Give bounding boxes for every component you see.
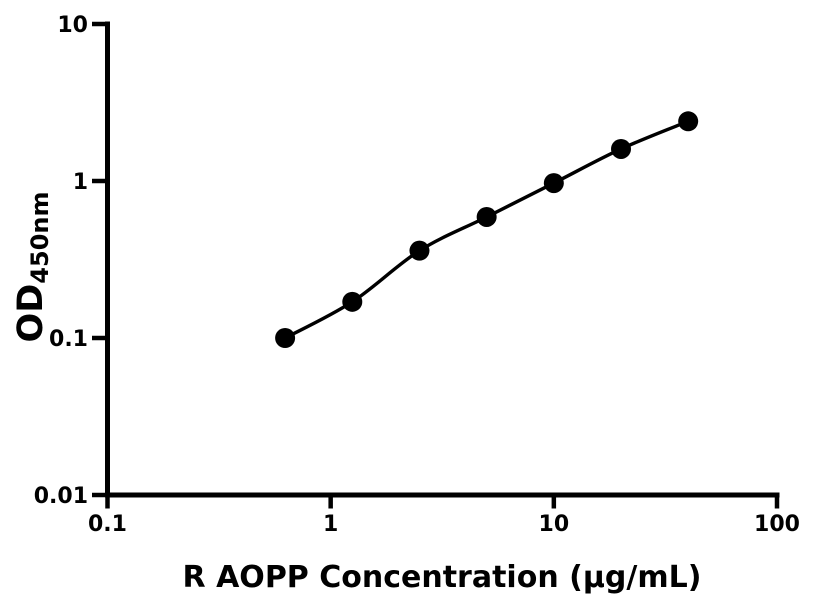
x-tick-label: 100 [754,512,800,537]
y-tick-label: 0.1 [49,327,88,352]
data-point [543,173,564,194]
y-axis-title: OD450nm [11,191,54,342]
data-point [678,111,699,132]
x-axis-tick-labels: 0.1 1 10 100 [88,512,800,537]
data-point [611,138,632,159]
x-tick-label: 1 [323,512,338,537]
y-axis-title-main: OD [11,284,51,343]
y-tick-label: 0.01 [34,484,88,509]
data-point [409,240,430,261]
x-axis-title: R AOPP Concentration (µg/mL) [183,560,702,595]
x-tick-label: 10 [539,512,570,537]
y-axis-ticks [92,21,108,498]
data-point [476,206,497,227]
data-point-markers [275,111,699,348]
y-tick-label: 1 [73,170,88,195]
y-tick-label: 10 [57,13,88,38]
data-point [275,328,296,348]
data-series [275,111,699,348]
y-axis-tick-labels: 0.01 0.1 1 10 [34,13,88,509]
x-tick-label: 0.1 [88,512,127,537]
y-axis-title-subscript: 450nm [26,191,54,283]
data-point [342,291,363,312]
